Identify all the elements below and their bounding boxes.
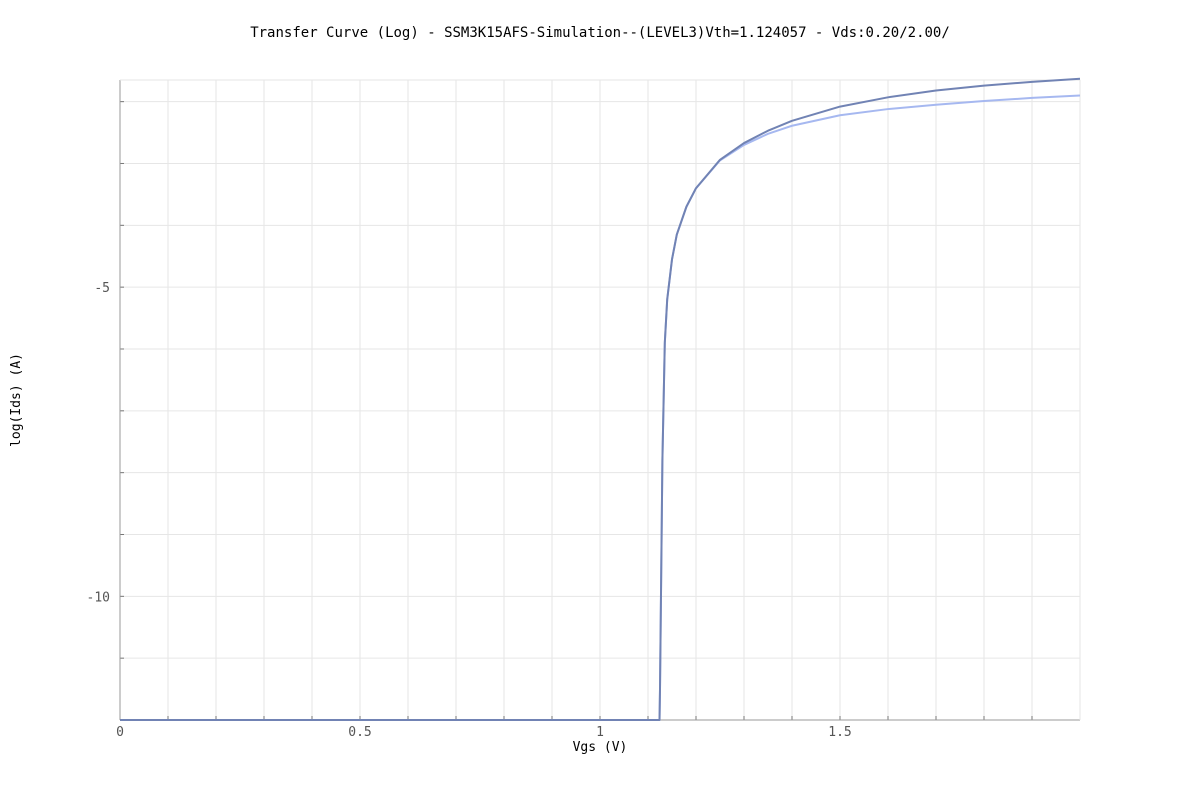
x-tick-label: 1.5	[828, 725, 851, 740]
x-tick-label: 0	[116, 725, 124, 740]
grid	[119, 80, 1081, 721]
chart-title: Transfer Curve (Log) - SSM3K15AFS-Simula…	[250, 25, 950, 41]
series-line-2	[120, 77, 1081, 721]
x-tick-label: 0.5	[348, 725, 371, 740]
x-axis-label: Vgs (V)	[573, 740, 628, 755]
series-lines	[120, 77, 1081, 721]
y-tick-label: -10	[87, 590, 110, 605]
tick-labels: 0 0.5 1 1.5 -5 -10	[87, 281, 852, 740]
y-tick-label: -5	[94, 281, 110, 296]
y-axis-label: log(Ids) (A)	[9, 353, 24, 447]
x-tick-label: 1	[596, 725, 604, 740]
